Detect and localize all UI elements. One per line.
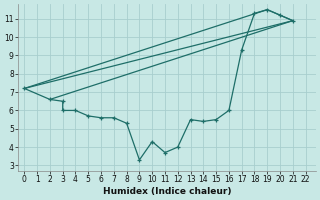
X-axis label: Humidex (Indice chaleur): Humidex (Indice chaleur)	[103, 187, 231, 196]
